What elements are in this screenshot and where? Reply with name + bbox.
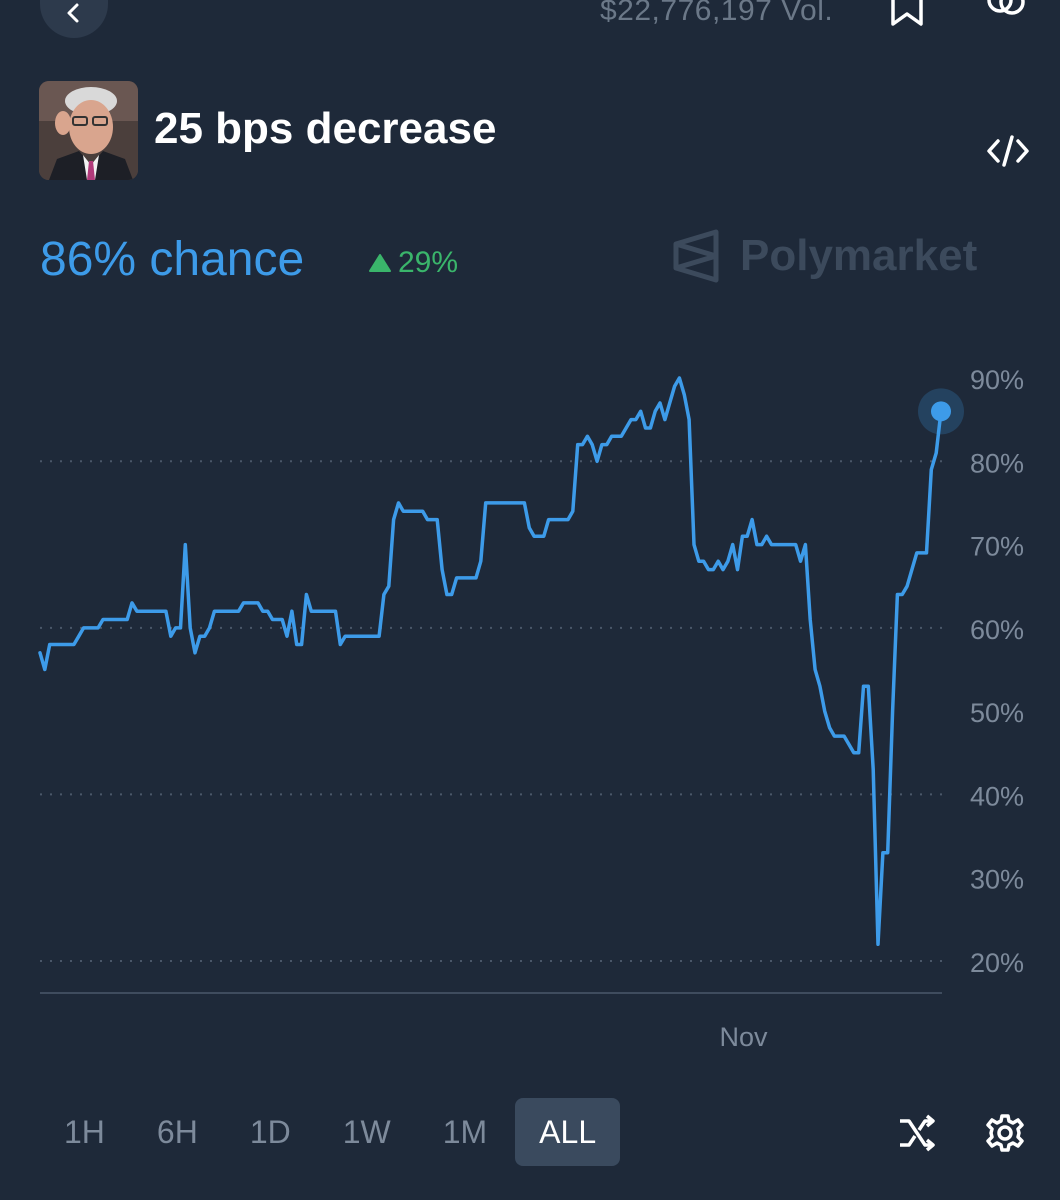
back-button[interactable]	[40, 0, 108, 38]
range-option-1h[interactable]: 1H	[64, 1114, 105, 1150]
range-option-all[interactable]: ALL	[515, 1098, 621, 1166]
y-tick-label: 50%	[970, 698, 1024, 728]
brand-watermark: Polymarket	[672, 228, 977, 284]
bookmark-button[interactable]	[888, 0, 926, 35]
person-portrait-image	[39, 81, 138, 180]
link-button[interactable]	[984, 0, 1028, 33]
y-tick-label: 80%	[970, 448, 1024, 478]
chance-value: 86% chance	[40, 233, 305, 286]
series-line	[38, 376, 943, 947]
polymarket-logo-icon	[673, 229, 719, 283]
range-option-6h[interactable]: 6H	[156, 1114, 198, 1150]
change-badge: 29%	[368, 246, 458, 280]
gear-icon	[986, 1114, 1024, 1152]
y-tick-label: 40%	[970, 781, 1024, 811]
market-title: 25 bps decrease	[154, 104, 497, 153]
range-option-1w[interactable]: 1W	[342, 1114, 391, 1150]
price-chart[interactable]: 90% 80% 70% 60% 50% 40% 30% 20% Nov	[0, 340, 1060, 1060]
brand-name: Polymarket	[740, 231, 978, 280]
y-tick-label: 60%	[970, 615, 1024, 645]
change-value: 29%	[398, 246, 459, 279]
time-range-selector: 1H 6H 1D 1W 1M ALL	[40, 1098, 624, 1166]
volume-text: $22,776,197 Vol.	[600, 0, 834, 27]
link-icon	[987, 0, 1025, 15]
current-value-dot	[931, 401, 951, 422]
back-chevron-icon	[67, 3, 79, 23]
x-tick-label: Nov	[720, 1022, 769, 1052]
shuffle-button[interactable]	[897, 1113, 937, 1158]
market-avatar	[39, 81, 138, 180]
code-embed-icon	[987, 135, 1029, 167]
embed-button[interactable]	[986, 134, 1030, 173]
bookmark-icon	[891, 0, 923, 26]
y-tick-label: 20%	[970, 948, 1024, 978]
shuffle-icon	[900, 1114, 935, 1152]
y-tick-label: 90%	[970, 365, 1024, 395]
range-option-1d[interactable]: 1D	[249, 1114, 291, 1150]
y-tick-label: 30%	[970, 865, 1024, 895]
range-option-1m[interactable]: 1M	[442, 1114, 488, 1150]
settings-button[interactable]	[985, 1113, 1025, 1158]
up-triangle-icon	[369, 254, 391, 272]
y-tick-label: 70%	[970, 532, 1024, 562]
